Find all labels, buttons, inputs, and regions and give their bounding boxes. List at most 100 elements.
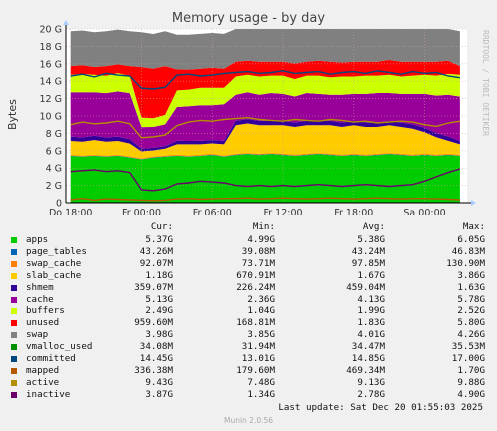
line-committed	[70, 70, 460, 90]
legend-value-avg: 459.04M	[346, 281, 385, 293]
legend-series-name: buffers	[26, 305, 65, 317]
legend-swatch	[11, 332, 17, 339]
legend-value-avg: 1.83G	[357, 317, 385, 329]
legend-value-min: 226.24M	[236, 281, 275, 293]
legend-header-max: Max:	[462, 221, 485, 232]
legend-row-active: active 9.43G 7.48G 9.13G 9.88G	[0, 377, 497, 389]
chart-title: Memory usage - by day	[171, 11, 326, 26]
legend-value-cur: 336.38M	[134, 364, 173, 376]
legend-value-avg: 97.85M	[351, 257, 385, 269]
legend-value-cur: 43.26M	[139, 245, 173, 257]
area-apps	[70, 154, 460, 203]
x-tick-label: Fr 12:00	[263, 208, 302, 215]
legend-value-min: 73.71M	[241, 257, 275, 269]
legend-value-avg: 1.99G	[357, 305, 385, 317]
legend-swatch	[11, 272, 17, 279]
legend-swatch	[11, 308, 17, 315]
legend-series-name: slab_cache	[26, 269, 82, 281]
legend-series-name: mapped	[26, 364, 60, 376]
legend-row-vmalloc-used: vmalloc_used 34.08M 31.94M 34.47M 35.53M	[0, 341, 497, 353]
legend-header-cur: Cur:	[150, 221, 173, 232]
y-tick-label: 20 G	[40, 25, 62, 36]
axes	[63, 20, 476, 206]
legend-swatch	[11, 296, 17, 303]
area-unused	[70, 60, 460, 119]
x-tick-label: Do 18:00	[49, 208, 93, 215]
legend-value-max: 5.80G	[457, 317, 485, 329]
legend-value-avg: 5.38G	[357, 234, 385, 245]
legend-swatch	[11, 248, 17, 255]
legend-value-cur: 2.49G	[145, 305, 173, 317]
legend-series-name: committed	[26, 353, 76, 364]
legend-value-max: 3.86G	[457, 269, 485, 281]
legend-series-name: vmalloc_used	[26, 341, 93, 353]
legend-value-cur: 959.60M	[134, 317, 173, 329]
x-tick-label: Fr 06:00	[193, 208, 232, 215]
legend-value-min: 3.85G	[247, 329, 275, 341]
y-tick-label: 18 G	[40, 42, 62, 53]
legend-row-slab-cache: slab_cache 1.18G 670.91M 1.67G 3.86G	[0, 270, 497, 282]
legend-value-max: 9.88G	[457, 376, 485, 388]
legend-value-min: 1.04G	[247, 305, 275, 317]
line-active	[70, 116, 461, 139]
line-inactive	[70, 168, 461, 192]
last-update: Last update: Sat Dec 20 01:55:03 2025	[278, 402, 483, 413]
legend-value-cur: 5.37G	[145, 234, 173, 245]
legend-swatch	[11, 379, 17, 386]
legend-value-avg: 2.78G	[357, 388, 385, 400]
legend-value-avg: 4.13G	[357, 293, 385, 305]
legend-value-min: 7.48G	[247, 376, 275, 388]
y-tick-labels: 0 2 G 4 G 6 G 8 G 10 G 12 G 14 G 16 G 18 G 20 G	[40, 25, 62, 210]
legend-series-name: shmem	[26, 281, 54, 293]
legend-series-name: page_tables	[26, 245, 87, 257]
y-tick-label: 8 G	[46, 129, 62, 140]
legend-value-avg: 34.47M	[351, 341, 385, 353]
legend-value-avg: 1.67G	[357, 269, 385, 281]
legend-row-swap: swap 3.98G 3.85G 4.01G 4.26G	[0, 329, 497, 341]
x-tick-label: Fr 00:00	[122, 208, 161, 215]
area-slab-cache	[70, 123, 460, 159]
munin-version: Munin 2.0.56	[223, 416, 274, 425]
legend-series-name: cache	[26, 293, 54, 305]
legend-value-min: 179.60M	[236, 364, 275, 376]
legend-value-avg: 4.01G	[357, 329, 385, 341]
legend-value-max: 4.26G	[457, 329, 485, 341]
legend-value-max: 6.05G	[457, 234, 485, 245]
legend-row-buffers: buffers 2.49G 1.04G 1.99G 2.52G	[0, 305, 497, 317]
legend-value-cur: 359.07M	[134, 281, 173, 293]
grid-lines	[66, 28, 467, 203]
legend-series-name: active	[26, 376, 60, 388]
legend-swatch	[11, 284, 17, 291]
legend-row-shmem: shmem 359.07M 226.24M 459.04M 1.63G	[0, 282, 497, 294]
y-axis-arrow	[63, 20, 69, 25]
legend-value-avg: 14.85G	[351, 353, 385, 364]
legend-value-min: 31.94M	[241, 341, 275, 353]
y-tick-label: 16 G	[40, 59, 62, 70]
legend-series-name: unused	[26, 317, 60, 329]
legend-value-min: 1.34G	[247, 388, 275, 400]
area-buffers	[70, 73, 460, 128]
legend-value-avg: 43.24M	[351, 245, 385, 257]
chart-plot: 0 2 G 4 G 6 G 8 G 10 G 12 G 14 G 16 G 18 G 20 G Do…	[40, 20, 476, 215]
legend-value-cur: 1.18G	[145, 269, 173, 281]
legend-swatch	[11, 344, 17, 351]
legend-value-min: 670.91M	[236, 269, 275, 281]
legend-row-apps: apps 5.37G 4.99G 5.38G 6.05G	[0, 234, 497, 246]
legend-swatch	[11, 367, 17, 374]
legend-row-swap-cache: swap_cache 92.07M 73.71M 97.85M 130.90M	[0, 258, 497, 270]
legend-series-name: inactive	[26, 388, 71, 400]
legend-value-min: 39.08M	[241, 245, 275, 257]
legend-value-max: 1.63G	[457, 281, 485, 293]
legend-value-cur: 34.08M	[139, 341, 173, 353]
legend-row-inactive: inactive 3.87G 1.34G 2.78G 4.90G	[0, 389, 497, 401]
legend-swatch	[11, 320, 17, 327]
y-tick-label: 6 G	[46, 146, 62, 157]
legend-value-max: 1.70G	[457, 364, 485, 376]
legend-value-max: 130.90M	[446, 257, 485, 269]
legend-row-page-tables: page_tables 43.26M 39.08M 43.24M 46.83M	[0, 246, 497, 258]
legend-row-committed: committed 14.45G 13.01G 14.85G 17.00G	[0, 353, 497, 365]
legend-value-cur: 14.45G	[139, 353, 173, 364]
y-tick-label: 2 G	[46, 181, 62, 192]
